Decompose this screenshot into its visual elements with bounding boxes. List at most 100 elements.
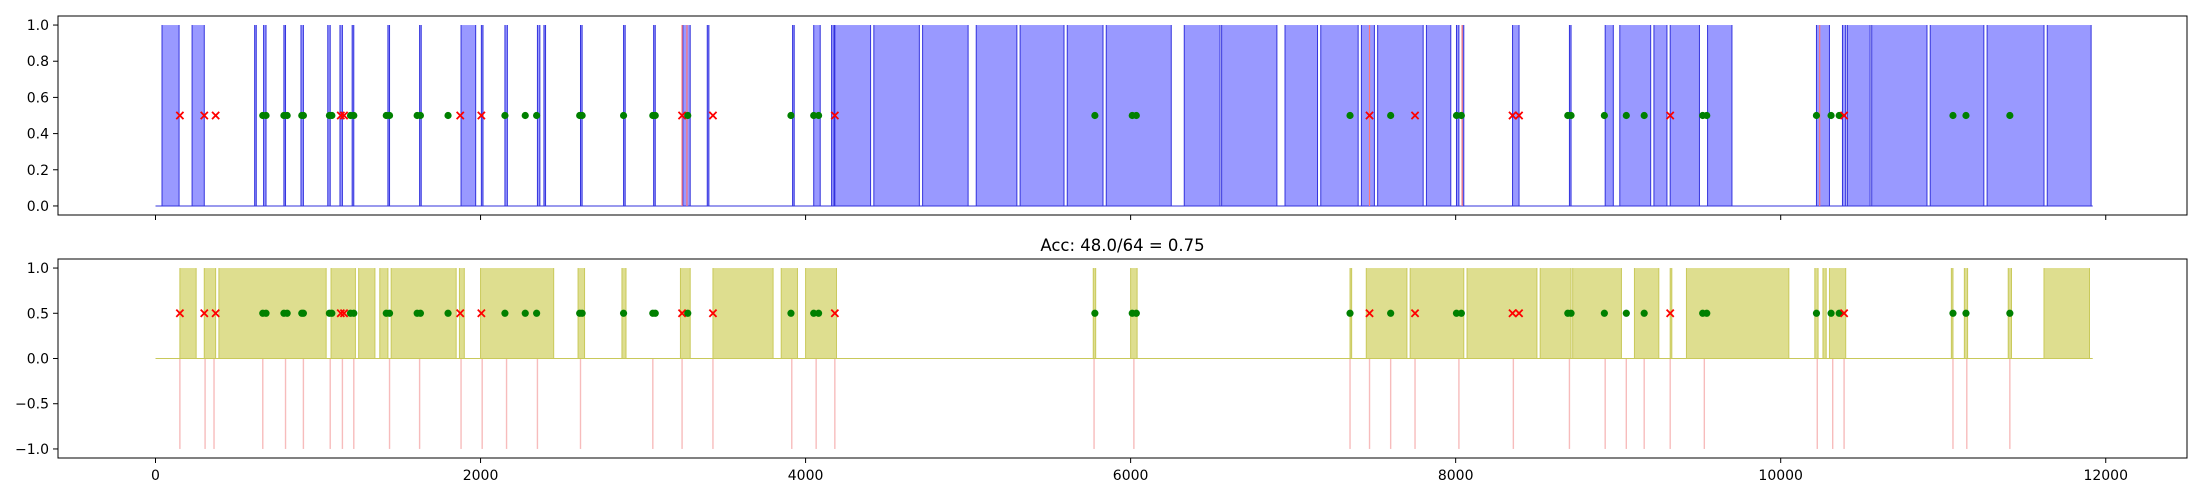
x-tick-label: 10000 xyxy=(1758,468,1803,484)
wrong-point xyxy=(339,111,349,120)
wrong-point xyxy=(175,309,185,318)
correct-point xyxy=(1132,309,1140,317)
correct-point xyxy=(1600,309,1608,317)
correct-point xyxy=(501,111,509,120)
wrong-point xyxy=(455,111,465,120)
correct-point xyxy=(1703,111,1711,120)
wrong-point xyxy=(830,111,840,120)
value-one-band xyxy=(1653,25,1667,206)
x-tick-label: 4000 xyxy=(788,468,824,484)
value-one-band xyxy=(179,268,197,359)
correct-point xyxy=(350,309,358,317)
wrong-point-stroke xyxy=(1365,111,1374,120)
wrong-point-stroke xyxy=(211,309,220,318)
correct-point xyxy=(1835,111,1843,120)
correct-point xyxy=(1457,309,1465,317)
y-tick-label: −1.0 xyxy=(15,442,49,458)
y-tick-label: 0.0 xyxy=(27,199,49,215)
wrong-point xyxy=(1839,111,1849,120)
value-one-band xyxy=(1285,25,1318,206)
value-one-band xyxy=(1426,25,1451,206)
y-tick-label: 0.2 xyxy=(27,163,49,179)
wrong-point xyxy=(1365,309,1374,318)
value-one-band xyxy=(2043,268,2090,359)
correct-point xyxy=(578,111,586,120)
wrong-point xyxy=(200,111,209,120)
wrong-point xyxy=(211,111,220,120)
correct-point xyxy=(1640,111,1648,120)
correct-point xyxy=(787,309,795,317)
x-tick-label: 12000 xyxy=(2083,468,2128,484)
y-tick-label: 0.4 xyxy=(27,127,49,143)
plot-area xyxy=(155,25,2093,207)
correct-point xyxy=(1812,111,1821,120)
value-one-band xyxy=(1847,25,1871,206)
correct-point xyxy=(416,111,425,120)
correct-point xyxy=(1622,111,1630,120)
wrong-point-stroke xyxy=(339,111,349,120)
bottom-axes: −1.0 −0.5 0.0 0.5 1.0 0 2000 4000 6000 8000 10000 1… xyxy=(15,258,2188,484)
value-one-band xyxy=(1707,25,1732,206)
wrong-point-stroke xyxy=(708,309,718,318)
correct-point xyxy=(578,309,586,317)
value-one-band xyxy=(358,268,375,359)
value-one-band xyxy=(204,268,216,359)
wrong-point xyxy=(1514,111,1524,120)
value-one-band xyxy=(707,25,709,206)
correct-point xyxy=(262,309,270,317)
correct-point xyxy=(444,309,452,317)
value-one-band xyxy=(834,25,871,206)
correct-point xyxy=(1827,111,1835,120)
correct-point xyxy=(1091,309,1099,317)
wrong-point-stroke xyxy=(175,309,185,318)
correct-point xyxy=(619,111,628,120)
value-one-band xyxy=(1987,25,2044,206)
correct-point xyxy=(651,309,659,317)
correct-point xyxy=(1132,111,1140,120)
correct-point xyxy=(1567,111,1575,120)
wrong-point-stroke xyxy=(339,309,349,318)
wrong-point-stroke xyxy=(1508,111,1517,120)
wrong-point-stroke xyxy=(336,309,346,318)
correct-point xyxy=(501,309,509,317)
value-one-band xyxy=(461,25,476,206)
correct-point xyxy=(1962,111,1970,120)
wrong-point-stroke xyxy=(830,111,840,120)
x-tick-label: 6000 xyxy=(1113,468,1149,484)
wrong-point-stroke xyxy=(708,111,718,120)
correct-point xyxy=(619,309,628,317)
value-one-band xyxy=(1221,25,1277,206)
value-one-band xyxy=(1467,268,1537,359)
correct-point xyxy=(299,111,308,120)
wrong-point xyxy=(677,309,687,318)
correct-point xyxy=(1962,309,1970,317)
wrong-point-stroke xyxy=(1410,309,1420,318)
wrong-point-stroke xyxy=(1839,111,1849,120)
correct-point xyxy=(787,111,795,120)
correct-point xyxy=(444,111,452,120)
wrong-point xyxy=(200,309,209,318)
value-one-band xyxy=(543,25,546,206)
wrong-point-stroke xyxy=(1514,309,1524,318)
wrong-point-stroke xyxy=(1410,111,1420,120)
wrong-point xyxy=(477,111,486,120)
axes-frame xyxy=(57,15,2188,216)
plot-area xyxy=(155,268,2093,449)
correct-point xyxy=(684,111,692,120)
correct-point xyxy=(416,309,425,317)
correct-point xyxy=(2006,309,2014,317)
wrong-point-stroke xyxy=(175,111,185,120)
wrong-point-stroke xyxy=(455,111,465,120)
value-one-band xyxy=(1361,25,1375,206)
value-one-band xyxy=(1930,25,1984,206)
y-tick-label: 0.5 xyxy=(27,306,49,322)
value-one-band xyxy=(1512,25,1520,206)
correct-point xyxy=(1827,309,1835,317)
wrong-point xyxy=(708,309,718,318)
wrong-point-stroke xyxy=(1514,111,1524,120)
wrong-point-stroke xyxy=(200,111,209,120)
wrong-point xyxy=(1508,309,1517,318)
correct-point xyxy=(1346,309,1354,317)
wrong-point xyxy=(1514,309,1524,318)
